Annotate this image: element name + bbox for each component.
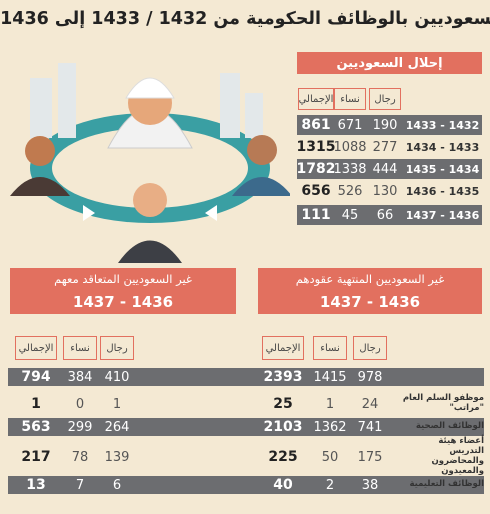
cell: 0 <box>75 396 85 412</box>
face <box>25 136 55 166</box>
cell: 444 <box>372 161 398 177</box>
panel-title: غير السعوديين المتعاقد معهم <box>10 268 236 290</box>
column-header: نساء <box>334 88 366 110</box>
cell: 7 <box>75 477 85 493</box>
cell: 264 <box>104 419 130 435</box>
cell: 225 <box>268 449 298 465</box>
period-label: 1435 - 1436 <box>405 184 480 198</box>
row-band <box>297 205 482 225</box>
cell: 277 <box>372 139 398 155</box>
row-band <box>8 476 484 494</box>
row-label: موظفو السلم العام "مراتب" <box>402 393 484 413</box>
period-label: 1436 - 1437 <box>405 208 480 222</box>
cell: 40 <box>273 477 293 493</box>
ghutra <box>125 77 175 99</box>
cell: 1338 <box>333 161 367 177</box>
face <box>133 183 167 217</box>
cell: 741 <box>357 419 383 435</box>
illustration <box>10 63 290 263</box>
cell: 671 <box>337 117 363 133</box>
cell: 1 <box>325 396 335 412</box>
person-bottom <box>118 240 182 263</box>
cell: 130 <box>372 183 398 199</box>
panel-title: غير السعوديين المنتهية عقودهم <box>258 268 482 290</box>
cell: 1315 <box>296 139 336 155</box>
cell: 1782 <box>296 161 336 177</box>
column-header: الإجمالي <box>298 88 334 110</box>
cell: 794 <box>21 369 51 385</box>
cell: 217 <box>21 449 51 465</box>
row-label: الوظائف التعليمية <box>409 479 484 490</box>
column-header: رجال <box>353 336 387 360</box>
cell: 45 <box>341 207 359 223</box>
person-right <box>232 177 290 196</box>
cell: 190 <box>372 117 398 133</box>
cell: 13 <box>26 477 46 493</box>
column-header: نساء <box>313 336 347 360</box>
row-band <box>8 418 484 436</box>
cell: 410 <box>104 369 130 385</box>
cell: 139 <box>104 449 130 465</box>
cell: 1 <box>112 396 122 412</box>
cell: 1 <box>31 396 41 412</box>
cell: 656 <box>301 183 331 199</box>
cell: 563 <box>21 419 51 435</box>
column-header: رجال <box>369 88 401 110</box>
cell: 1415 <box>313 369 347 385</box>
cell: 175 <box>357 449 383 465</box>
period-label: 1433 - 1434 <box>405 140 480 154</box>
row-band <box>297 115 482 135</box>
cell: 25 <box>273 396 293 412</box>
cell: 299 <box>67 419 93 435</box>
cell: 24 <box>361 396 379 412</box>
cell: 50 <box>321 449 339 465</box>
column-header: الإجمالي <box>262 336 304 360</box>
cell: 38 <box>361 477 379 493</box>
person-left <box>10 177 70 196</box>
column-header: الإجمالي <box>15 336 57 360</box>
cell: 526 <box>337 183 363 199</box>
cell: 1088 <box>333 139 367 155</box>
panel-period: 1436 - 1437 <box>10 290 236 314</box>
cell: 1362 <box>313 419 347 435</box>
period-label: 1432 - 1433 <box>405 118 480 132</box>
row-label: الوظائف الصحية <box>415 421 484 432</box>
page-title: إحلال السعوديين بالوظائف الحكومية من 143… <box>0 9 490 29</box>
cell: 2 <box>325 477 335 493</box>
cell: 66 <box>376 207 394 223</box>
cell: 78 <box>71 449 89 465</box>
row-band <box>8 368 484 386</box>
period-label: 1434 - 1435 <box>405 162 480 176</box>
cell: 6 <box>112 477 122 493</box>
city <box>30 63 263 138</box>
panel-period: 1436 - 1437 <box>258 290 482 314</box>
column-header: رجال <box>100 336 134 360</box>
cell: 111 <box>301 207 331 223</box>
ring-inner <box>52 128 248 208</box>
row-label: أعضاء هيئة التدريس والمحاضرون والمعيدون <box>431 436 484 476</box>
column-header: نساء <box>63 336 97 360</box>
table-header: إحلال السعوديين <box>297 52 482 74</box>
row-band <box>297 159 482 179</box>
cell: 861 <box>301 117 331 133</box>
face <box>247 135 277 165</box>
cell: 2393 <box>263 369 303 385</box>
cell: 384 <box>67 369 93 385</box>
cell: 2103 <box>263 419 303 435</box>
cell: 978 <box>357 369 383 385</box>
